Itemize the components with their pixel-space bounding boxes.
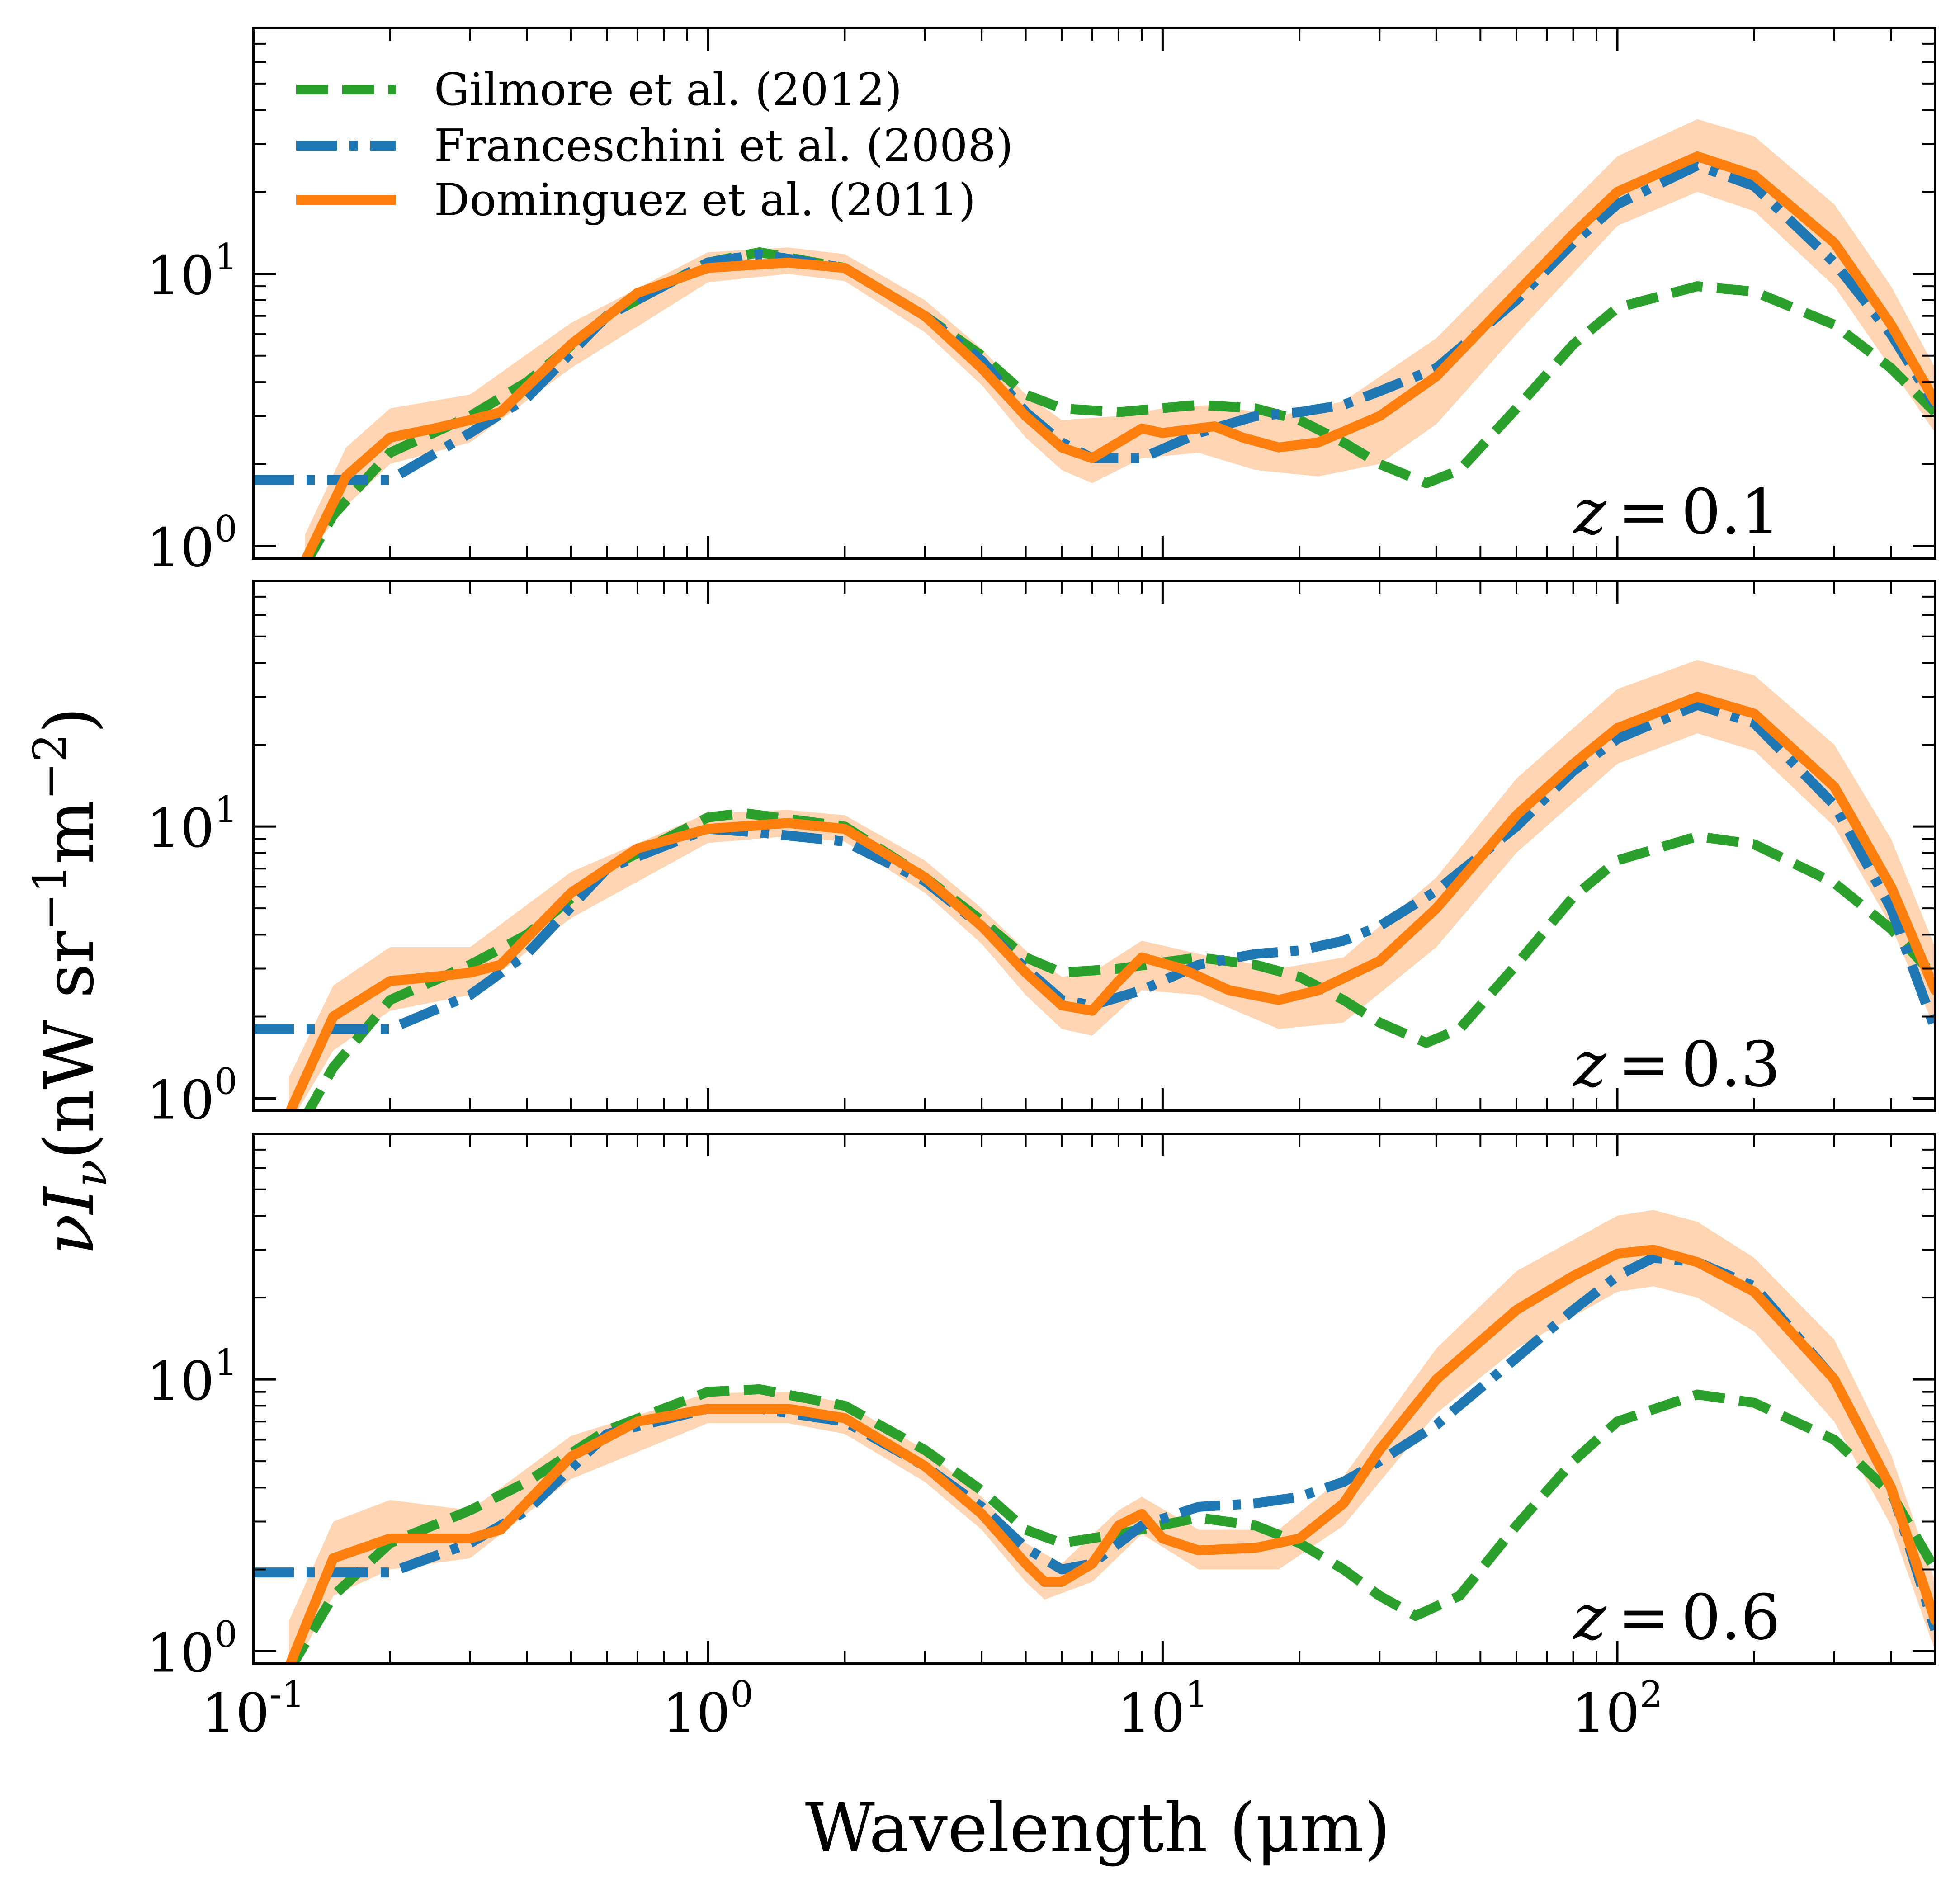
x-tick-exponent: 0 (730, 1673, 753, 1715)
panel-redshift-label: z = 0.6 (1573, 1581, 1781, 1654)
y-tick-exponent: 1 (214, 788, 237, 831)
y-tick-base: 10 (146, 1622, 214, 1684)
series-line-gilmore (303, 247, 1935, 558)
x-axis-title: Wavelength (μm) (805, 1789, 1391, 1868)
y-axis-title-unit: (nW sr (30, 931, 109, 1160)
panel-redshift-label: z = 0.3 (1573, 1028, 1781, 1101)
y-tick-exponent: 0 (214, 1060, 237, 1102)
panel-ticks (252, 1134, 1936, 1664)
panel-frame (252, 580, 1936, 1112)
y-tick-exponent: 1 (214, 1341, 237, 1383)
x-tick-exponent: -1 (269, 1673, 305, 1715)
y-tick-exponent: 1 (214, 236, 237, 278)
x-tick-label: 10-1 (202, 1673, 305, 1744)
y-axis-title-unit2: m (30, 800, 109, 864)
series-line-gilmore (303, 808, 1935, 1111)
y-tick-label: 100 (146, 1613, 237, 1684)
series-line-dominguez (285, 692, 1935, 1111)
y-tick-base: 10 (146, 797, 214, 859)
series-line-dominguez (301, 151, 1935, 558)
redshift-var: z (1573, 476, 1607, 548)
x-tick-label: 102 (1572, 1673, 1663, 1744)
y-axis-title-exp2: −2 (24, 733, 76, 800)
y-tick-label: 101 (146, 788, 237, 859)
panel-redshift-label: z = 0.1 (1573, 476, 1781, 548)
legend-label-dominguez: Dominguez et al. (2011) (434, 175, 976, 226)
uncertainty-band (305, 119, 1935, 558)
y-axis-title-main: νI (30, 1186, 109, 1255)
y-tick-label: 101 (146, 236, 237, 307)
x-tick-label: 100 (662, 1673, 753, 1744)
uncertainty-band (289, 660, 1935, 1111)
y-tick-exponent: 0 (214, 1613, 237, 1655)
panel-ticks (252, 581, 1936, 1111)
panel-frame (252, 1133, 1936, 1665)
x-tick-base: 10 (1572, 1682, 1640, 1744)
legend-label-gilmore: Gilmore et al. (2012) (434, 64, 902, 116)
x-tick-base: 10 (202, 1682, 269, 1744)
x-tick-base: 10 (662, 1682, 730, 1744)
redshift-eq: = (1618, 1028, 1670, 1101)
redshift-value: 0.1 (1681, 476, 1780, 548)
redshift-value: 0.3 (1681, 1028, 1780, 1101)
x-tick-label: 101 (1117, 1673, 1208, 1744)
legend: Gilmore et al. (2012) Franceschini et al… (296, 64, 1013, 226)
panel-plot-area (253, 660, 1935, 1111)
panel-plot-area (253, 1210, 1935, 1664)
x-tick-base: 10 (1117, 1682, 1185, 1744)
y-axis-title-sub: ν (64, 1160, 117, 1187)
y-tick-base: 10 (146, 516, 214, 579)
y-tick-label: 100 (146, 1060, 237, 1131)
x-tick-exponent: 2 (1640, 1673, 1663, 1715)
panel-frame (252, 27, 1936, 560)
panel-ticks (252, 28, 1936, 558)
redshift-value: 0.6 (1681, 1581, 1780, 1654)
y-tick-base: 10 (146, 1069, 214, 1131)
redshift-var: z (1573, 1028, 1607, 1101)
series-line-franceschini (253, 700, 1935, 1034)
uncertainty-band (289, 1210, 1935, 1664)
series-line-dominguez (285, 1245, 1935, 1664)
y-axis-title: νIν(nW sr−1m−2) (24, 707, 117, 1255)
redshift-eq: = (1618, 476, 1670, 548)
y-tick-exponent: 0 (214, 508, 237, 550)
y-axis-title-exp1: −1 (24, 864, 76, 931)
panel-plot-area (253, 119, 1935, 558)
y-axis-title-close: ) (30, 707, 109, 734)
y-tick-label: 100 (146, 508, 237, 579)
y-tick-base: 10 (146, 245, 214, 307)
legend-label-franceschini: Franceschini et al. (2008) (434, 120, 1013, 172)
y-tick-base: 10 (146, 1350, 214, 1412)
x-tick-exponent: 1 (1185, 1673, 1208, 1715)
y-tick-label: 101 (146, 1341, 237, 1412)
redshift-var: z (1573, 1581, 1607, 1654)
redshift-eq: = (1618, 1581, 1670, 1654)
